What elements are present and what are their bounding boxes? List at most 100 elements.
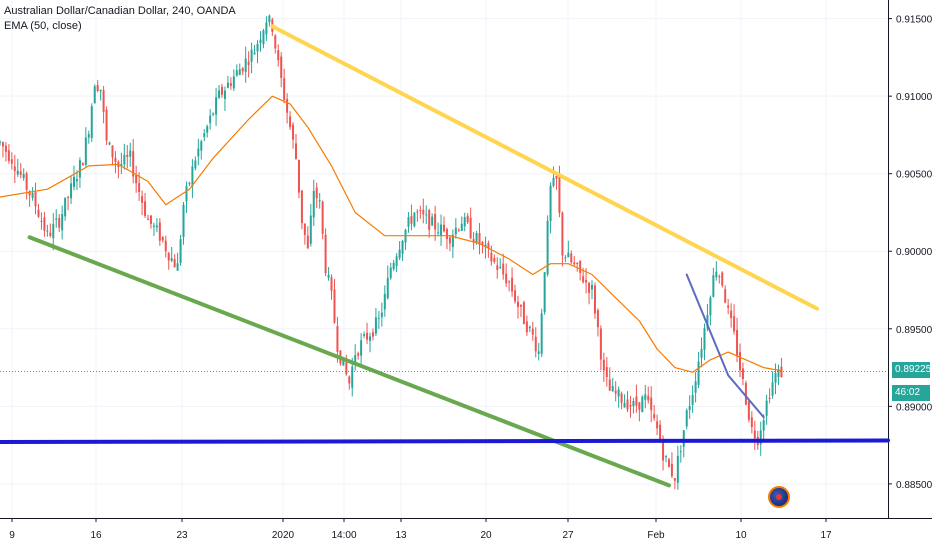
candle-body xyxy=(703,328,706,350)
candle xyxy=(700,337,703,368)
candle xyxy=(653,404,656,421)
candle-body xyxy=(448,237,451,244)
candle-body xyxy=(357,353,360,356)
candle-body xyxy=(437,232,440,234)
candle xyxy=(229,77,232,90)
candle-body xyxy=(369,336,371,341)
candle xyxy=(170,247,173,263)
candle xyxy=(292,122,295,149)
candle xyxy=(644,385,647,409)
candle xyxy=(670,452,673,479)
candle xyxy=(457,228,460,233)
candle xyxy=(120,152,123,175)
candle xyxy=(744,380,747,406)
candle xyxy=(629,396,632,418)
candle xyxy=(493,254,496,264)
candle xyxy=(514,284,517,304)
support-trendline xyxy=(27,235,671,488)
candle-body xyxy=(354,355,357,363)
candle xyxy=(330,274,333,300)
candle-body xyxy=(256,43,259,52)
candle-body xyxy=(596,310,599,328)
candle-body xyxy=(363,334,366,336)
candle xyxy=(451,229,454,259)
candle xyxy=(253,44,256,55)
candle-body xyxy=(55,218,58,220)
candle xyxy=(144,192,147,218)
y-tick-label: 0.91500 xyxy=(896,15,932,26)
candle xyxy=(309,204,312,247)
candle xyxy=(167,252,170,270)
candle-body xyxy=(777,369,780,378)
x-tick-label: 27 xyxy=(562,530,574,541)
candle-body xyxy=(209,115,212,124)
candle xyxy=(404,228,407,251)
candle-body xyxy=(87,134,90,138)
resistance-trendline xyxy=(270,24,819,311)
candle xyxy=(602,352,605,382)
candle xyxy=(141,190,144,216)
candle-body xyxy=(629,405,632,407)
candle xyxy=(564,255,567,263)
candle xyxy=(93,84,96,104)
candle xyxy=(16,158,19,177)
candle xyxy=(348,375,351,390)
candle-body xyxy=(564,257,567,259)
x-tick-label: 13 xyxy=(395,530,407,541)
y-tick-label: 0.89000 xyxy=(896,402,932,413)
x-tick-label: 17 xyxy=(820,530,832,541)
candle-body xyxy=(7,150,10,161)
candle xyxy=(34,182,37,215)
candle-body xyxy=(176,263,179,271)
country-flag-icon[interactable] xyxy=(768,486,790,508)
candle-body xyxy=(4,145,7,152)
candle xyxy=(703,323,706,361)
candle-body xyxy=(522,302,525,325)
candle-body xyxy=(283,78,286,101)
candle xyxy=(73,165,75,191)
candle xyxy=(676,445,679,490)
candle xyxy=(425,205,428,225)
candle-body xyxy=(490,252,493,262)
candle xyxy=(623,394,626,408)
candle-body xyxy=(519,304,522,307)
candle xyxy=(718,274,721,284)
candle xyxy=(490,245,493,266)
candle-body xyxy=(377,317,380,319)
candle xyxy=(149,215,152,229)
candle-body xyxy=(185,186,188,202)
candle-body xyxy=(481,242,484,245)
candle xyxy=(286,93,289,124)
candle-body xyxy=(469,217,472,239)
candle-body xyxy=(445,229,448,240)
candle xyxy=(185,181,188,213)
candle xyxy=(226,76,229,89)
candle xyxy=(691,385,694,414)
candle-body xyxy=(268,15,271,23)
candle-body xyxy=(155,225,158,228)
candle-body xyxy=(585,279,588,283)
candle xyxy=(108,141,111,146)
candle-body xyxy=(129,150,132,157)
candle-body xyxy=(727,305,730,308)
candle xyxy=(596,308,599,337)
candle xyxy=(221,83,223,98)
candle xyxy=(126,145,129,169)
candle xyxy=(268,14,271,27)
candle-body xyxy=(665,455,667,457)
candle xyxy=(549,182,552,234)
candle-body xyxy=(232,76,235,89)
candle-body xyxy=(753,430,756,439)
candle xyxy=(1,141,4,158)
candle-body xyxy=(170,258,173,261)
candle-body xyxy=(138,183,141,193)
candle xyxy=(428,208,431,238)
candle xyxy=(715,261,718,281)
candle-body xyxy=(223,90,226,99)
candle xyxy=(283,68,286,104)
candle xyxy=(454,218,457,239)
candle xyxy=(111,145,114,165)
candle-body xyxy=(780,366,783,378)
candle-body xyxy=(425,214,428,216)
